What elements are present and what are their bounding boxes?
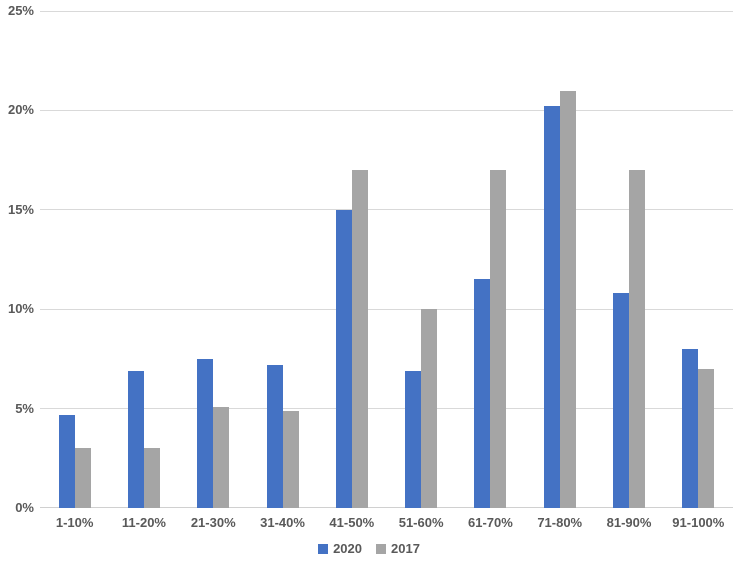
bar-2020-21-30% (197, 358, 214, 508)
x-category-label-51-60%: 51-60% (398, 515, 444, 530)
bar-2020-41-50% (335, 209, 352, 508)
bar-2017-11-20% (143, 448, 160, 508)
gridline-25 (40, 10, 733, 12)
bar-2020-11-20% (127, 370, 144, 508)
bar-2020-1-10% (58, 414, 75, 508)
x-category-label-11-20%: 11-20% (121, 515, 166, 530)
plot-area (40, 10, 733, 508)
gridline-5 (40, 408, 733, 410)
x-category-label-81-90%: 81-90% (606, 515, 652, 530)
legend-label-2017: 2017 (391, 541, 420, 556)
gridline-20 (40, 109, 733, 111)
bar-2017-1-10% (74, 448, 91, 508)
x-axis-line (40, 507, 733, 508)
bar-2017-81-90% (629, 170, 646, 508)
bar-group-41-50% (317, 11, 386, 508)
x-category-label-61-70%: 61-70% (468, 515, 513, 530)
y-tick-label-25: 25% (7, 3, 34, 18)
x-category-label-31-40%: 31-40% (260, 515, 305, 530)
bar-2020-91-100% (682, 348, 699, 508)
x-category-label-41-50%: 41-50% (329, 515, 375, 530)
bar-group-11-20% (109, 11, 178, 508)
bar-group-1-10% (40, 11, 109, 508)
x-axis: 1-10% 11-20% 21-30% 31-40% 41-50% 51-60% 61-70… (40, 515, 733, 530)
legend-swatch-2017 (376, 543, 386, 554)
bar-2020-71-80% (543, 106, 560, 508)
bar-2017-41-50% (351, 170, 368, 508)
bar-2020-81-90% (613, 293, 630, 508)
bar-2017-51-60% (421, 309, 438, 508)
bar-2020-51-60% (405, 370, 422, 508)
bar-group-81-90% (594, 11, 663, 508)
bar-2020-61-70% (474, 279, 491, 508)
y-axis: 0% 5% 10% 15% 20% 25% (0, 0, 34, 563)
bar-2017-61-70% (490, 170, 507, 508)
gridline-10 (40, 308, 733, 310)
legend-label-2020: 2020 (333, 541, 362, 556)
bar-group-91-100% (664, 11, 733, 508)
legend-swatch-2020 (318, 543, 329, 554)
y-tick-label-20: 20% (7, 102, 34, 118)
bar-2017-21-30% (213, 406, 230, 508)
x-category-label-21-30%: 21-30% (190, 515, 236, 530)
bar-groups (40, 11, 733, 508)
legend-item-2020: 2020 (318, 541, 362, 556)
y-tick-label-5: 5% (15, 400, 34, 416)
legend-item-2017: 2017 (376, 541, 420, 556)
bar-group-51-60% (386, 11, 455, 508)
x-category-label-71-80%: 71-80% (537, 515, 583, 530)
bar-2020-31-40% (266, 364, 283, 508)
bar-2017-91-100% (698, 368, 715, 508)
y-tick-label-15: 15% (7, 201, 34, 217)
y-tick-label-10: 10% (7, 301, 34, 317)
bar-group-31-40% (248, 11, 317, 508)
legend: 2020 2017 (0, 541, 738, 556)
bar-2017-31-40% (282, 410, 299, 508)
bar-group-71-80% (525, 11, 594, 508)
bar-2017-71-80% (559, 90, 576, 508)
bar-group-21-30% (179, 11, 248, 508)
y-tick-label-0: 0% (15, 500, 34, 515)
bar-group-61-70% (456, 11, 525, 508)
x-category-label-1-10%: 1-10% (55, 515, 94, 530)
x-category-label-91-100%: 91-100% (672, 515, 725, 530)
gridline-15 (40, 209, 733, 211)
